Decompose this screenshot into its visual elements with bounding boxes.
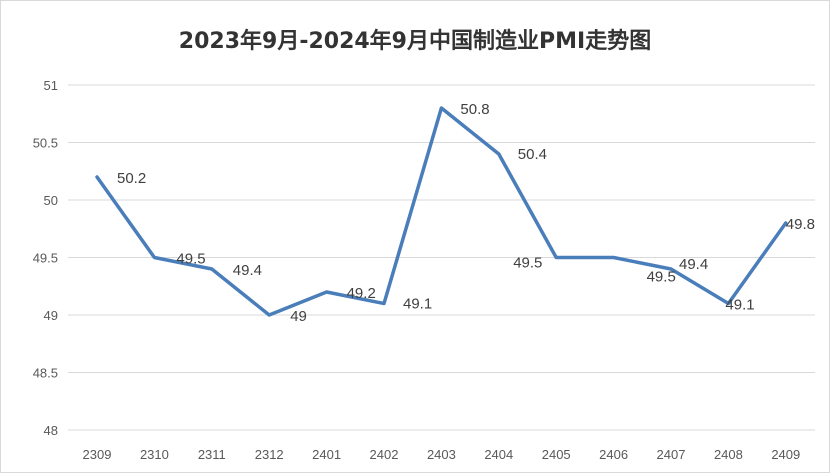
data-label: 49.5 (647, 269, 676, 286)
x-tick-label: 2310 (140, 447, 169, 462)
data-label: 49 (290, 308, 307, 325)
x-tick-label: 2402 (370, 447, 399, 462)
data-label: 50.4 (518, 146, 547, 163)
x-tick-label: 2405 (542, 447, 571, 462)
y-tick-label: 49.5 (33, 251, 58, 266)
x-tick-label: 2403 (427, 447, 456, 462)
data-label: 50.8 (460, 101, 489, 118)
series-line-pmi (95, 106, 788, 317)
y-tick-label: 49 (44, 308, 58, 323)
data-label: 49.5 (176, 251, 205, 268)
x-tick-label: 2409 (771, 447, 800, 462)
x-tick-label: 2404 (484, 447, 513, 462)
data-label: 49.1 (725, 297, 754, 314)
data-label: 49.5 (513, 255, 542, 272)
chart-title: 2023年9月-2024年9月中国制造业PMI走势图 (179, 28, 651, 54)
y-tick-label: 48 (44, 423, 58, 438)
x-tick-label: 2312 (255, 447, 284, 462)
y-tick-label: 50.5 (33, 136, 58, 151)
x-tick-label: 2406 (599, 447, 628, 462)
data-label: 50.2 (117, 170, 146, 187)
x-tick-label: 2407 (657, 447, 686, 462)
x-tick-label: 2311 (198, 447, 226, 462)
data-label: 49.1 (403, 296, 432, 313)
data-label: 49.8 (786, 216, 815, 233)
data-label: 49.4 (233, 262, 262, 279)
x-tick-label: 2401 (312, 447, 341, 462)
data-label: 49.2 (347, 285, 376, 302)
x-tick-label: 2309 (83, 447, 112, 462)
x-tick-label: 2408 (714, 447, 743, 462)
y-tick-label: 51 (44, 78, 58, 93)
y-tick-label: 48.5 (33, 366, 58, 381)
y-tick-label: 50 (44, 193, 58, 208)
data-label: 49.4 (679, 256, 708, 273)
